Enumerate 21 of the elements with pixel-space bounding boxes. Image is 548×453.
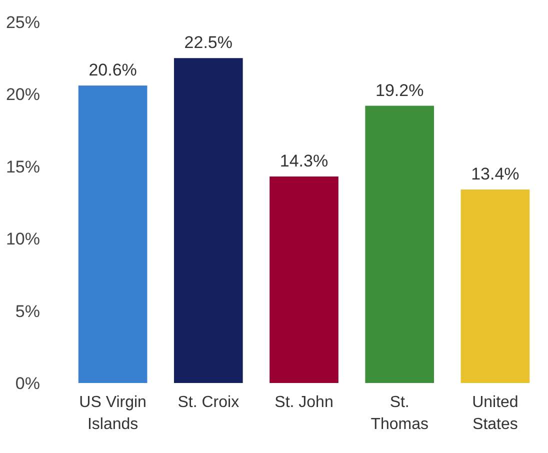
y-tick-label: 5% [15,302,40,321]
x-tick-label: US Virgin Islands [79,394,146,433]
y-tick-label: 20% [6,85,40,104]
x-tick-label: St. Thomas [370,394,428,433]
bar [460,190,530,383]
bar [270,176,338,383]
y-tick-label: 10% [6,230,40,249]
y-tick-label: 25% [6,12,40,32]
x-tick-label: St. Croix [178,394,240,411]
data-label: 20.6% [88,60,137,80]
data-label: 13.4% [471,164,520,184]
data-label: 22.5% [184,33,232,52]
y-tick-label: 0% [15,374,40,393]
data-label: 14.3% [280,152,328,171]
data-label: 19.2% [376,80,424,100]
bar [78,86,148,383]
y-tick-label: 15% [6,157,40,176]
bar [174,58,243,383]
x-tick-label: St. John [274,394,334,411]
x-tick-label: United States [472,394,518,433]
bar [365,106,434,383]
